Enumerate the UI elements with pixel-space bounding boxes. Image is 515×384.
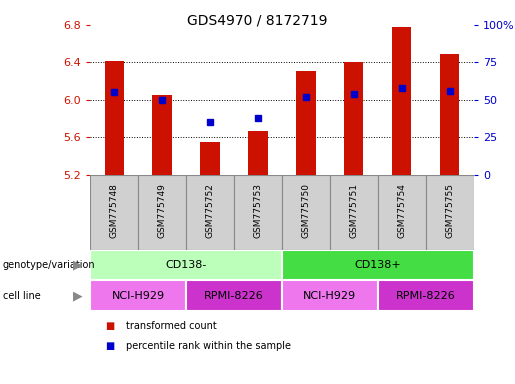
- Bar: [248, 131, 268, 175]
- Bar: [378, 280, 474, 311]
- Text: CD138-: CD138-: [165, 260, 207, 270]
- Text: NCI-H929: NCI-H929: [303, 291, 356, 301]
- Text: ■: ■: [106, 341, 115, 351]
- Bar: [138, 175, 186, 250]
- Bar: [378, 175, 426, 250]
- Bar: [296, 71, 316, 175]
- Bar: [330, 175, 378, 250]
- Text: GSM775753: GSM775753: [253, 183, 263, 238]
- Text: ▶: ▶: [73, 289, 82, 302]
- Text: cell line: cell line: [3, 291, 40, 301]
- Text: GSM775749: GSM775749: [158, 183, 166, 238]
- Text: GSM775755: GSM775755: [445, 183, 454, 238]
- Bar: [234, 175, 282, 250]
- Bar: [282, 175, 330, 250]
- Bar: [105, 61, 124, 175]
- Text: GSM775750: GSM775750: [301, 183, 311, 238]
- Text: ▶: ▶: [73, 258, 82, 271]
- Text: GSM775754: GSM775754: [398, 183, 406, 238]
- Text: percentile rank within the sample: percentile rank within the sample: [126, 341, 291, 351]
- Text: GSM775748: GSM775748: [110, 183, 118, 238]
- Bar: [426, 175, 474, 250]
- Bar: [282, 250, 474, 280]
- Bar: [392, 27, 411, 175]
- Bar: [186, 175, 234, 250]
- Text: transformed count: transformed count: [126, 321, 217, 331]
- Bar: [152, 95, 171, 175]
- Text: RPMI-8226: RPMI-8226: [204, 291, 264, 301]
- Bar: [90, 175, 138, 250]
- Text: CD138+: CD138+: [354, 260, 401, 270]
- Text: GSM775752: GSM775752: [205, 183, 215, 238]
- Bar: [200, 142, 219, 175]
- Text: RPMI-8226: RPMI-8226: [396, 291, 456, 301]
- Bar: [282, 280, 378, 311]
- Bar: [90, 250, 282, 280]
- Text: genotype/variation: genotype/variation: [3, 260, 95, 270]
- Text: GSM775751: GSM775751: [349, 183, 358, 238]
- Bar: [345, 62, 364, 175]
- Bar: [90, 280, 186, 311]
- Text: ■: ■: [106, 321, 115, 331]
- Bar: [186, 280, 282, 311]
- Bar: [440, 54, 459, 175]
- Text: NCI-H929: NCI-H929: [112, 291, 165, 301]
- Text: GDS4970 / 8172719: GDS4970 / 8172719: [187, 13, 328, 27]
